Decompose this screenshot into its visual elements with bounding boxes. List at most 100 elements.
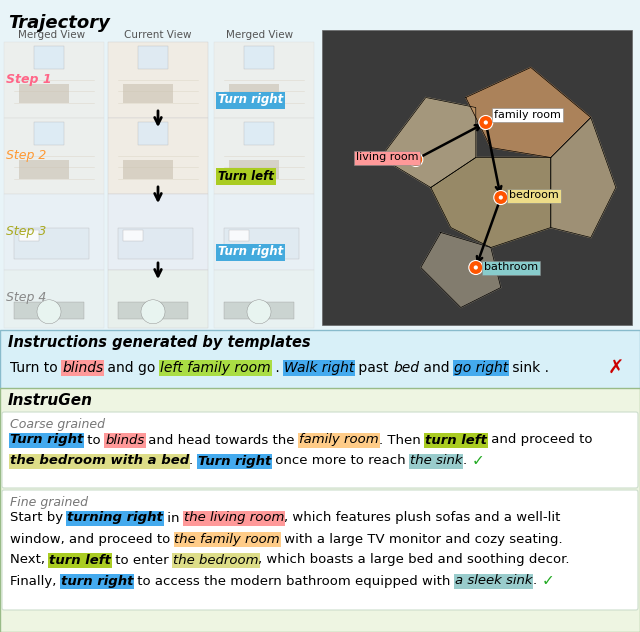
Bar: [19, 229, 39, 241]
FancyBboxPatch shape: [173, 532, 281, 547]
FancyBboxPatch shape: [216, 92, 285, 109]
Text: and head towards the: and head towards the: [145, 434, 300, 446]
Text: with a large TV monitor and cozy seating.: with a large TV monitor and cozy seating…: [280, 533, 563, 545]
Circle shape: [494, 190, 508, 205]
FancyBboxPatch shape: [409, 454, 463, 468]
Text: once more to reach: once more to reach: [271, 454, 410, 468]
Bar: [19, 84, 69, 103]
Bar: [138, 122, 168, 145]
Bar: [244, 122, 274, 145]
Circle shape: [484, 121, 488, 125]
Bar: [0, 0, 640, 330]
Text: past: past: [355, 361, 393, 375]
Text: to access the modern bathroom equipped with: to access the modern bathroom equipped w…: [133, 574, 455, 588]
Circle shape: [37, 300, 61, 324]
Text: Coarse grained: Coarse grained: [10, 418, 105, 431]
Text: the family room: the family room: [175, 533, 280, 545]
Text: in: in: [163, 511, 184, 525]
Text: Step 1: Step 1: [6, 73, 52, 87]
Text: Turn left: Turn left: [218, 169, 274, 183]
Bar: [108, 118, 208, 194]
Text: . Then: . Then: [379, 434, 425, 446]
FancyBboxPatch shape: [216, 167, 276, 185]
Text: .: .: [271, 361, 284, 375]
Text: ✓: ✓: [541, 573, 554, 588]
Bar: [118, 302, 188, 319]
Circle shape: [479, 116, 493, 130]
Polygon shape: [551, 118, 616, 238]
Text: Finally,: Finally,: [10, 574, 61, 588]
Text: turning right: turning right: [67, 511, 163, 525]
Text: sink .: sink .: [508, 361, 549, 375]
FancyBboxPatch shape: [9, 432, 84, 447]
FancyBboxPatch shape: [298, 432, 380, 447]
Text: blinds: blinds: [62, 361, 104, 375]
Text: .: .: [189, 454, 198, 468]
Bar: [123, 160, 173, 179]
Bar: [123, 84, 173, 103]
Polygon shape: [421, 233, 500, 308]
Text: family room: family room: [494, 109, 561, 119]
Bar: [14, 228, 89, 258]
FancyBboxPatch shape: [216, 243, 285, 260]
Text: living room: living room: [356, 152, 419, 162]
Bar: [214, 270, 314, 328]
Text: Turn right: Turn right: [198, 454, 271, 468]
Bar: [108, 270, 208, 328]
Bar: [14, 302, 84, 319]
Text: Step 3: Step 3: [6, 226, 46, 238]
Text: Trajectory: Trajectory: [8, 14, 110, 32]
Circle shape: [474, 265, 478, 270]
Text: Turn right: Turn right: [218, 245, 284, 258]
Text: to enter: to enter: [111, 554, 173, 566]
Text: Turn right: Turn right: [10, 434, 83, 446]
Bar: [224, 228, 299, 258]
Bar: [118, 228, 193, 258]
Text: family room: family room: [300, 434, 379, 446]
Bar: [19, 160, 69, 179]
Bar: [214, 194, 314, 270]
Text: ✗: ✗: [608, 358, 624, 377]
Text: bedroom: bedroom: [509, 190, 559, 200]
Bar: [214, 42, 314, 118]
Text: Merged View: Merged View: [19, 30, 86, 40]
FancyBboxPatch shape: [424, 432, 488, 447]
Text: Walk right: Walk right: [284, 361, 355, 375]
Text: turn right: turn right: [61, 574, 133, 588]
Text: and: and: [419, 361, 454, 375]
FancyBboxPatch shape: [2, 412, 638, 488]
Circle shape: [468, 260, 483, 274]
Text: bed: bed: [393, 361, 419, 375]
Text: .: .: [462, 454, 467, 468]
Bar: [0, 330, 640, 390]
Circle shape: [499, 195, 503, 200]
FancyBboxPatch shape: [48, 552, 112, 568]
Bar: [4, 42, 104, 118]
FancyBboxPatch shape: [482, 260, 540, 274]
Text: turn left: turn left: [49, 554, 111, 566]
Text: the bedroom with a bed: the bedroom with a bed: [10, 454, 189, 468]
FancyBboxPatch shape: [159, 360, 272, 376]
Text: Instructions generated by templates: Instructions generated by templates: [8, 335, 310, 350]
Text: the living room: the living room: [184, 511, 284, 525]
Text: Start by: Start by: [10, 511, 67, 525]
Bar: [4, 194, 104, 270]
Text: the sink: the sink: [410, 454, 462, 468]
FancyBboxPatch shape: [67, 511, 164, 525]
FancyBboxPatch shape: [61, 360, 104, 376]
Text: go right: go right: [454, 361, 508, 375]
FancyBboxPatch shape: [60, 573, 134, 588]
FancyBboxPatch shape: [453, 360, 509, 376]
Text: bathroom: bathroom: [484, 262, 538, 272]
Bar: [224, 302, 294, 319]
Bar: [244, 46, 274, 69]
Bar: [229, 84, 279, 103]
Bar: [322, 30, 632, 325]
FancyBboxPatch shape: [507, 188, 561, 202]
FancyBboxPatch shape: [354, 150, 420, 164]
Polygon shape: [466, 68, 591, 157]
FancyBboxPatch shape: [492, 107, 563, 121]
Text: Step 2: Step 2: [6, 150, 46, 162]
Text: the bedroom: the bedroom: [173, 554, 259, 566]
Text: window, and proceed to: window, and proceed to: [10, 533, 175, 545]
